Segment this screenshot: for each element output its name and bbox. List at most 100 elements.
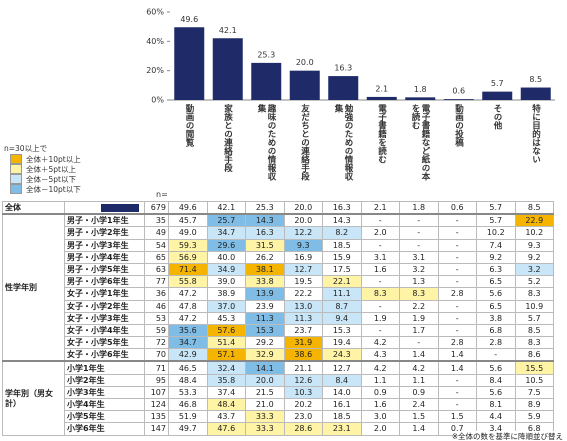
bar: [366, 96, 397, 100]
row-label: 女子・小学3年生: [64, 311, 145, 325]
legend-label: 全体－10pt以下: [26, 184, 81, 194]
cell: 10.3: [283, 385, 323, 400]
category-label: 趣味のための情報収集: [256, 104, 276, 181]
cell: 20.0: [283, 201, 323, 215]
cell: -: [360, 213, 400, 228]
category-label: 友だちとの連絡手段: [299, 104, 310, 181]
cell: 6.3: [476, 262, 516, 277]
cell: 33.3: [245, 422, 285, 436]
cell: 1.4: [437, 348, 477, 362]
row-label: 全体: [2, 201, 65, 215]
cell: 20.0: [245, 373, 285, 387]
legend-label: 全体＋10pt以上: [26, 154, 81, 164]
cell: 8.6: [514, 348, 554, 362]
cell: 11.3: [245, 311, 285, 325]
cell: -: [437, 262, 477, 277]
cell: 15.9: [322, 250, 362, 264]
value-label: 42.1: [219, 26, 237, 35]
cell: 23.7: [283, 323, 323, 338]
cell: 17.5: [322, 262, 362, 277]
y-tick-label: 0%: [151, 96, 164, 105]
bar: [520, 87, 551, 100]
cell: 1.4: [437, 360, 477, 375]
cell: 8.3: [399, 287, 439, 301]
cell: 8.3: [514, 287, 554, 301]
cell: 1.3: [399, 275, 439, 289]
cell: 5.6: [476, 385, 516, 400]
row: 小学2年生 95 48.4 35.8 20.0 12.6 8.4 1.1 1.1-8.4 10.5: [3, 373, 554, 387]
cell: -: [399, 213, 439, 228]
category-label: 勉強のための情報収集: [333, 104, 353, 181]
legend-label: 全体＋5pt以上: [26, 164, 76, 174]
n-value: 49: [144, 226, 169, 240]
total-row: 全体 679 49.6 42.1 25.3 20.0 16.3 2.1 1.8 0.6 5.7 8.5: [2, 201, 554, 215]
n-value: 135: [144, 410, 169, 424]
cell: 7.5: [514, 385, 554, 400]
cell: -: [360, 238, 400, 252]
cell: 49.6: [168, 201, 208, 215]
cell: 33.3: [245, 410, 285, 424]
cell: 0.6: [437, 201, 477, 215]
row-label: 小学4年生: [64, 397, 145, 412]
cell: 22.1: [322, 275, 362, 289]
cell: 38.1: [245, 262, 285, 277]
cell: 8.4: [322, 373, 362, 387]
cell: 14.3: [322, 213, 362, 228]
cell: 2.8: [437, 336, 477, 350]
cell: 10.9: [514, 299, 554, 313]
cell: 20.0: [283, 213, 323, 228]
cell: 8.7: [322, 299, 362, 313]
cell: 29.2: [245, 336, 285, 350]
cell: 1.7: [399, 323, 439, 338]
cell: 31.5: [245, 238, 285, 252]
value-label: 5.7: [491, 79, 504, 88]
cell: -: [437, 226, 477, 240]
row: 学年別（男女計） 小学1年生 71 46.5 32.4 14.1 21.1 12.7 4.2 4.…: [2, 360, 554, 436]
legend-item: 全体＋5pt以上: [4, 164, 81, 174]
cell: 5.7: [514, 311, 554, 325]
cell: 4.3: [360, 348, 400, 362]
value-label: 49.6: [180, 15, 198, 24]
category-label: 電子書籍を読む: [376, 104, 387, 164]
cell: 10.2: [514, 226, 554, 240]
cell: 8.1: [476, 397, 516, 412]
cell: 32.4: [206, 360, 246, 375]
cell: 9.4: [322, 311, 362, 325]
bar: [443, 99, 474, 100]
cell: 46.5: [168, 360, 208, 375]
row-label: 小学5年生: [64, 410, 145, 424]
cell: 29.6: [206, 238, 246, 252]
cell: 45.7: [168, 213, 208, 228]
cell: 12.2: [283, 226, 323, 240]
value-label: 2.1: [375, 84, 388, 93]
cell: 23.0: [283, 410, 323, 424]
cell: 1.1: [399, 373, 439, 387]
cell: 57.1: [206, 348, 246, 362]
cell: 1.9: [399, 311, 439, 325]
cell: 48.4: [168, 373, 208, 387]
cell: 4.2: [360, 336, 400, 350]
cell: 8.4: [476, 373, 516, 387]
cell: 47.8: [168, 299, 208, 313]
cell: 3.0: [360, 410, 400, 424]
value-label: 20.0: [296, 58, 314, 67]
y-tick-label: 40%: [146, 37, 164, 46]
cell: 57.6: [206, 323, 246, 338]
cell: 4.4: [476, 410, 516, 424]
cell: 51.9: [168, 410, 208, 424]
n-value: 65: [144, 250, 169, 264]
n-value: 147: [144, 422, 169, 436]
cell: 20.2: [283, 397, 323, 412]
n-header: n=: [156, 190, 168, 199]
cell: 45.3: [206, 311, 246, 325]
cell: 18.5: [322, 238, 362, 252]
cell: 3.2: [399, 262, 439, 277]
cell: 56.9: [168, 250, 208, 264]
cell: 13.9: [245, 287, 285, 301]
category-label: 電子書籍など紙の本を読む: [410, 104, 430, 181]
cell: 10.2: [476, 226, 516, 240]
cell: 22.2: [283, 287, 323, 301]
cell: -: [437, 299, 477, 313]
cell: 8.2: [322, 226, 362, 240]
